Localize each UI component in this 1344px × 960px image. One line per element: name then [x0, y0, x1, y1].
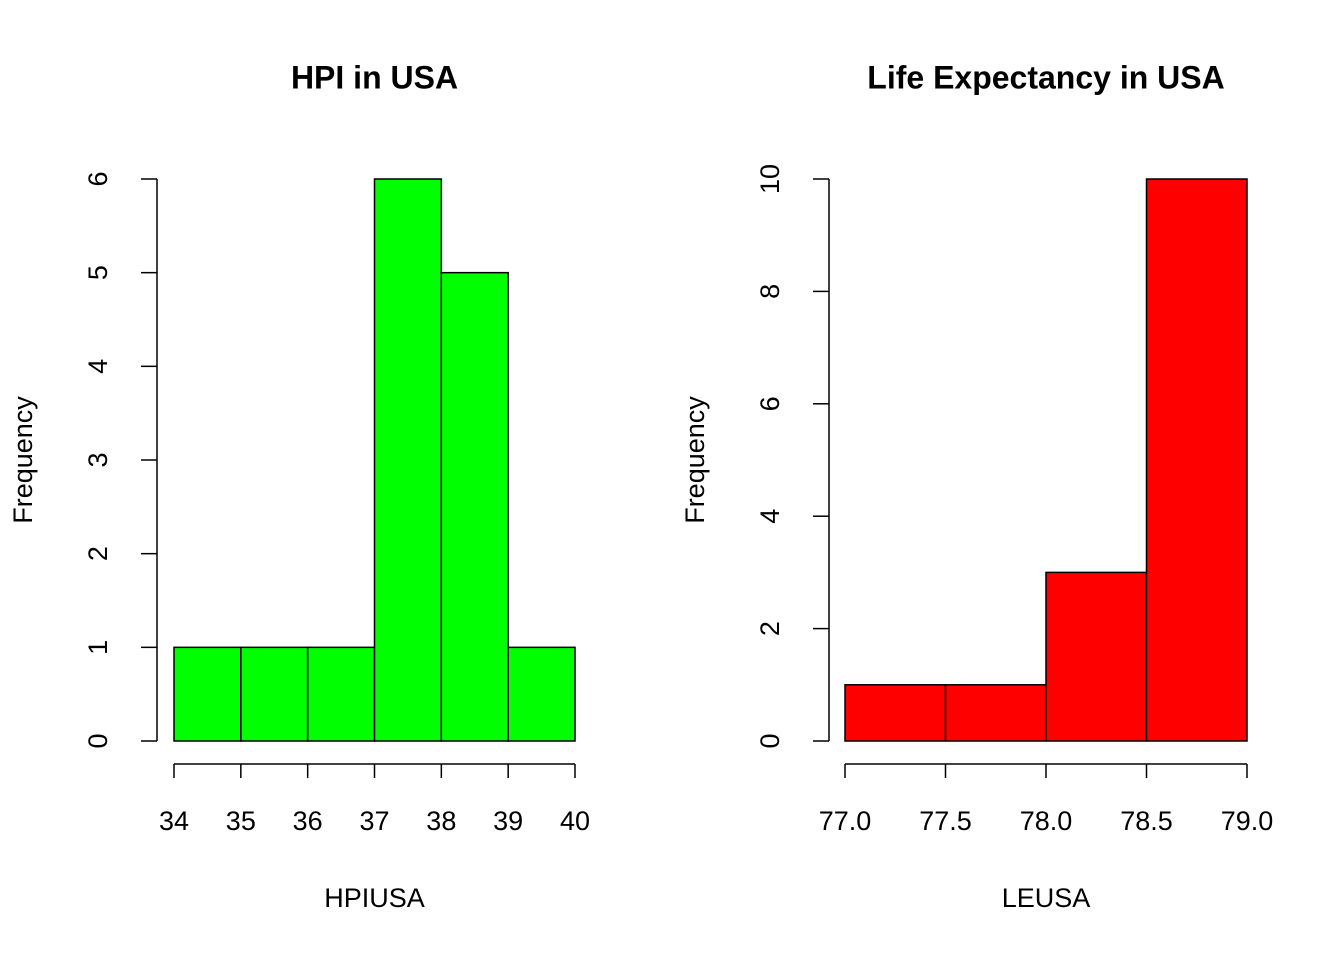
- bar: [306, 646, 376, 742]
- y-tick-label: 0: [755, 733, 785, 748]
- bar: [373, 178, 443, 742]
- bar: [240, 646, 309, 742]
- x-tick-label: 34: [159, 806, 189, 836]
- y-tick-label: 5: [83, 265, 113, 280]
- y-tick-label: 6: [755, 396, 785, 411]
- x-tick-label: 37: [359, 806, 389, 836]
- y-tick-label: 3: [83, 452, 113, 467]
- x-tick-label: 78.0: [1020, 806, 1073, 836]
- y-tick-label: 10: [755, 164, 785, 194]
- x-tick-label: 78.5: [1120, 806, 1173, 836]
- x-tick-label: 77.0: [819, 806, 872, 836]
- x-tick-label: 77.5: [919, 806, 972, 836]
- x-tick-label: 38: [426, 806, 456, 836]
- y-tick-label: 1: [83, 640, 113, 655]
- x-tick-label: 35: [226, 806, 256, 836]
- x-tick-label: 39: [493, 806, 523, 836]
- x-axis-label: HPIUSA: [324, 883, 425, 913]
- x-axis-label: LEUSA: [1002, 883, 1091, 913]
- y-tick-label: 2: [83, 546, 113, 561]
- y-tick-label: 2: [755, 621, 785, 636]
- bar: [944, 684, 1047, 742]
- bar: [173, 646, 242, 742]
- bar: [1045, 571, 1148, 742]
- y-axis-label: Frequency: [8, 396, 38, 524]
- y-axis-label: Frequency: [680, 396, 710, 524]
- x-tick-label: 79.0: [1221, 806, 1274, 836]
- bar: [1145, 178, 1248, 742]
- bar: [507, 646, 576, 742]
- x-tick-label: 36: [293, 806, 323, 836]
- y-tick-label: 4: [83, 359, 113, 374]
- chart-title: Life Expectancy in USA: [867, 59, 1224, 95]
- y-tick-label: 8: [755, 284, 785, 299]
- bar: [440, 271, 509, 742]
- chart-title: HPI in USA: [291, 59, 458, 95]
- y-tick-label: 0: [83, 733, 113, 748]
- y-tick-label: 4: [755, 509, 785, 524]
- y-tick-label: 6: [83, 171, 113, 186]
- x-tick-label: 40: [560, 806, 590, 836]
- bar: [844, 684, 947, 742]
